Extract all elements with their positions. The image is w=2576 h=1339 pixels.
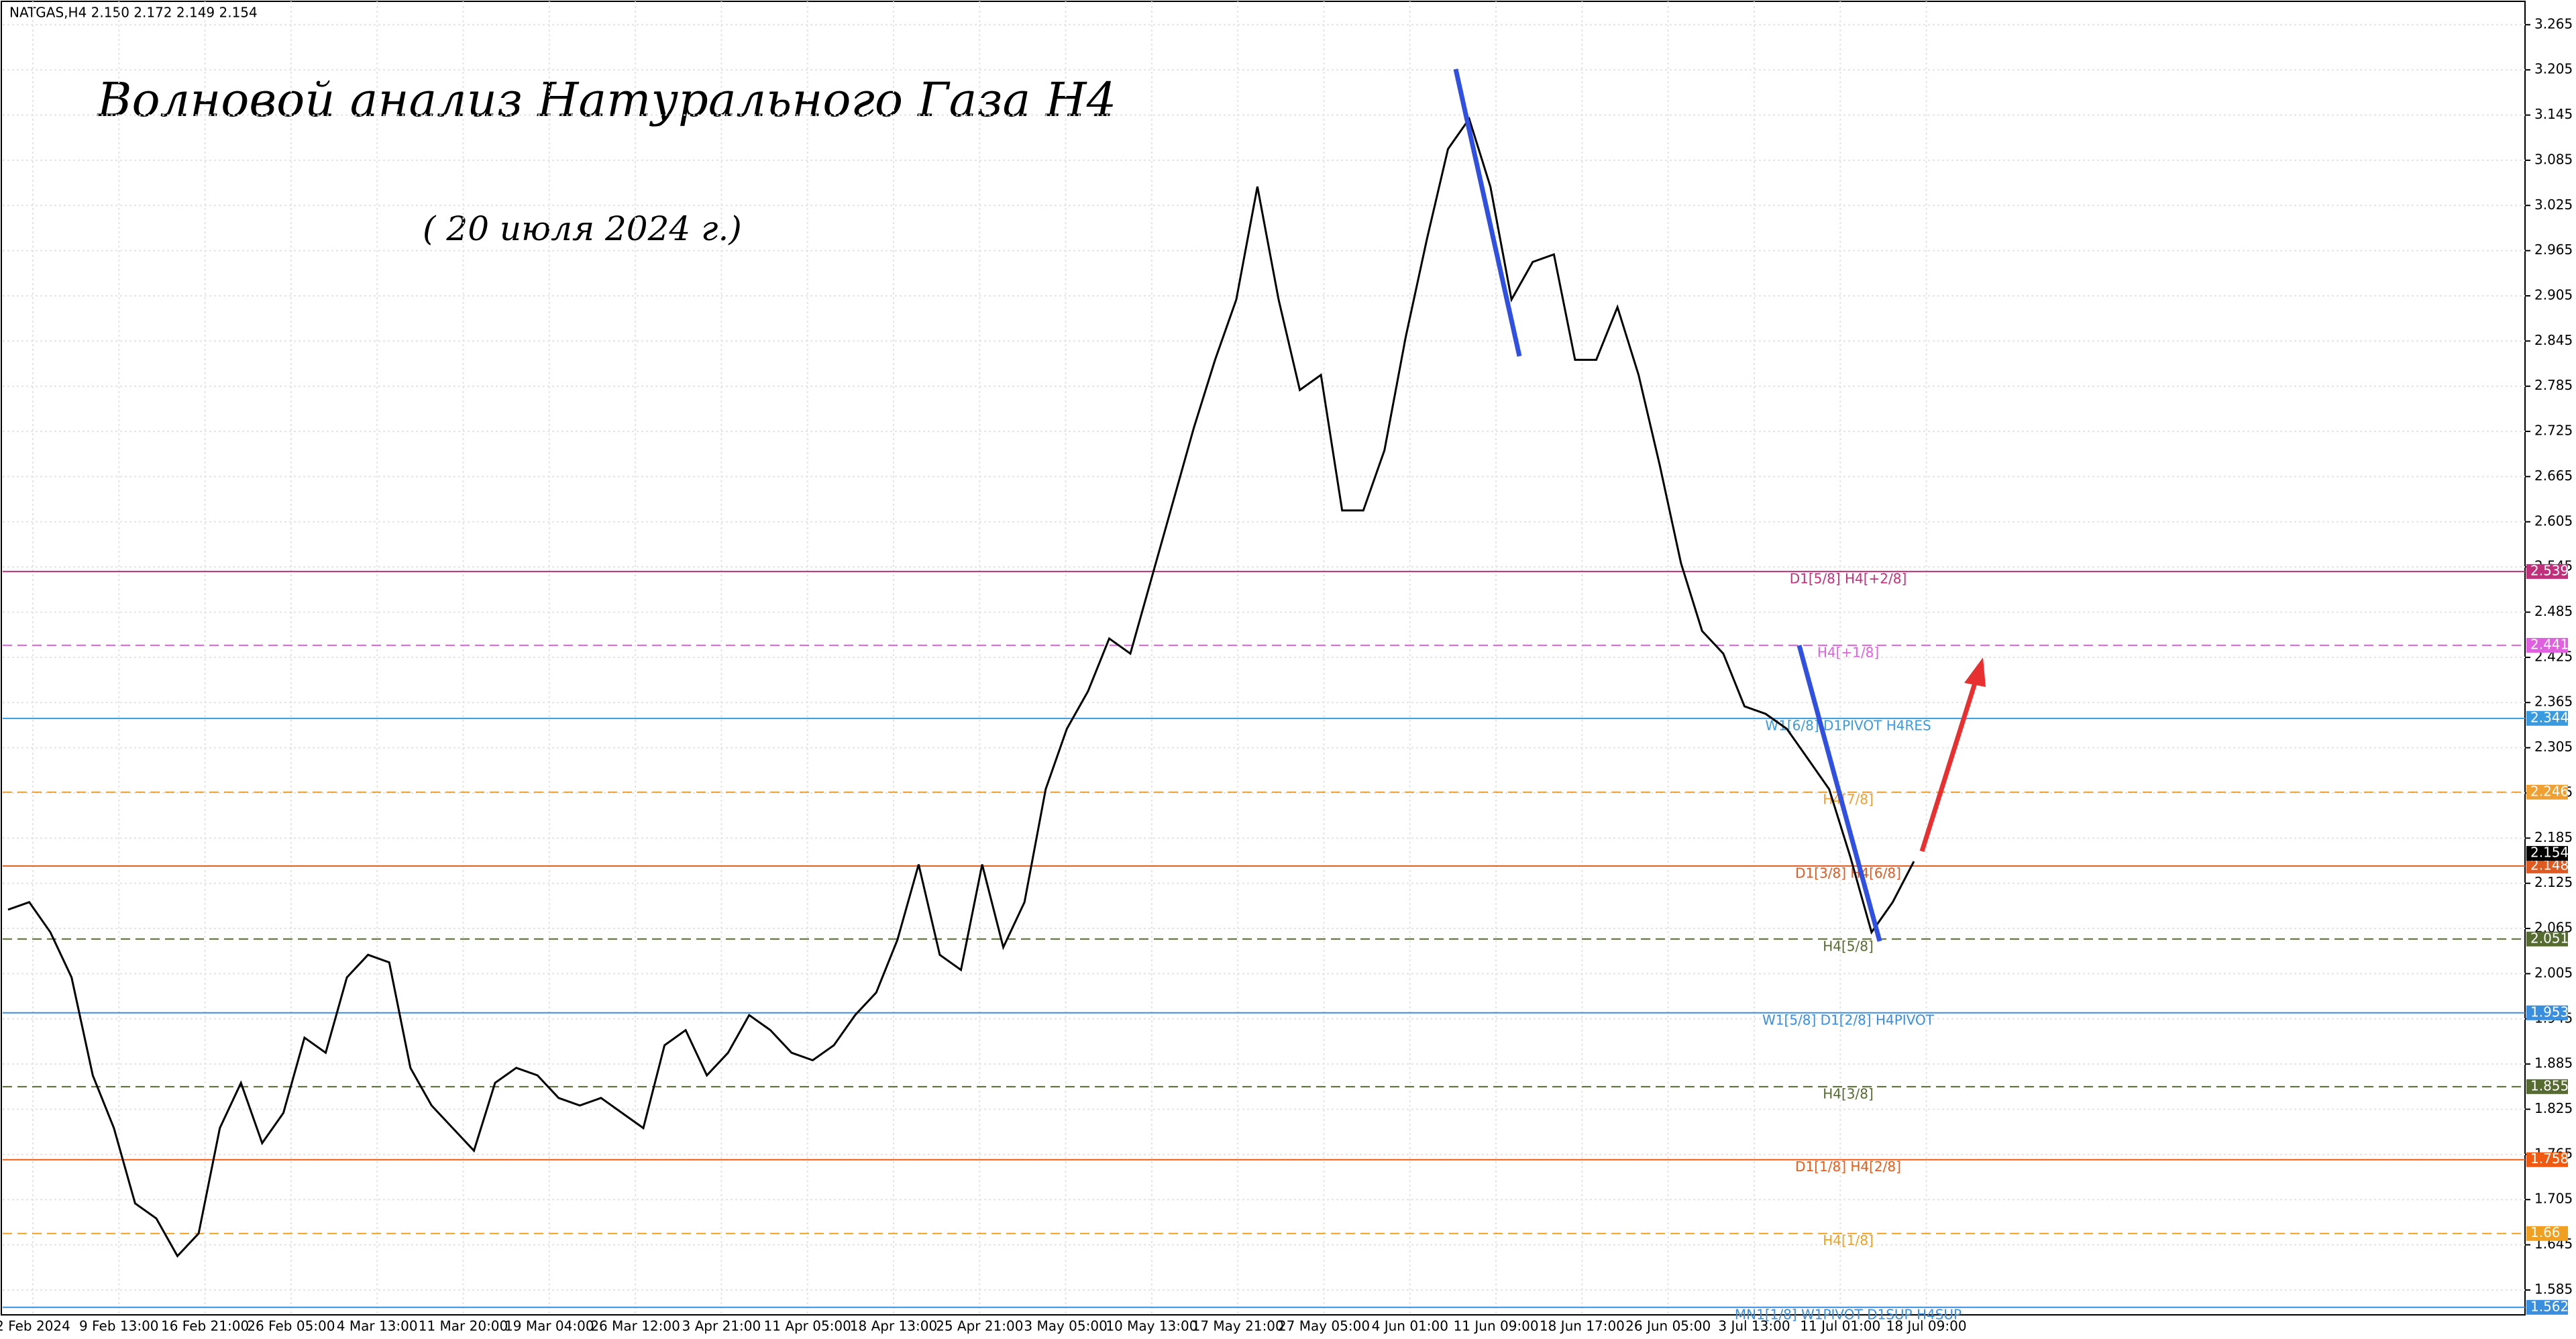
level-label: D1[5/8] H4[+2/8]	[1790, 570, 1907, 586]
level-label: W1[5/8] D1[2/8] H4PIVOT	[1762, 1012, 1935, 1028]
price-tag-label: 2.246	[2530, 783, 2569, 799]
price-tag	[2526, 1152, 2568, 1167]
last-price-tag	[2526, 846, 2568, 861]
price-tag-label: 2.539	[2530, 562, 2569, 578]
level-label: MN1[1/8] W1PIVOT D1SUP H4SUP	[1735, 1306, 1962, 1322]
plot	[7, 116, 1915, 1258]
x-tick-label: 2 Feb 2024	[0, 1318, 70, 1334]
x-tick-label: 3 Jul 13:00	[1718, 1318, 1790, 1334]
y-tick-label: 3.205	[2534, 61, 2573, 77]
y-tick-label: 1.705	[2534, 1191, 2573, 1207]
y-tick-label: 2.665	[2534, 468, 2573, 484]
plot-frame	[1, 1, 2526, 1316]
price-tag	[2526, 710, 2568, 726]
y-tick-label: 1.825	[2534, 1100, 2573, 1116]
x-tick-label: 11 Mar 20:00	[419, 1318, 508, 1334]
level-label: H4[+1/8]	[1817, 644, 1879, 660]
last-price-label: 2.154	[2530, 845, 2569, 861]
price-line	[7, 116, 1915, 1258]
price-tag-label: 2.051	[2530, 930, 2569, 946]
y-tick-label: 2.365	[2534, 694, 2573, 710]
x-tick-label: 4 Jun 01:00	[1372, 1318, 1448, 1334]
price-tag-label: 1.855	[2530, 1077, 2569, 1093]
price-tag	[2526, 931, 2568, 947]
x-tick-label: 18 Jun 17:00	[1540, 1318, 1625, 1334]
x-tick-label: 16 Feb 21:00	[161, 1318, 249, 1334]
price-tag	[2526, 858, 2568, 873]
y-tick-label: 2.785	[2534, 377, 2573, 393]
level-label: D1[3/8] H4[6/8]	[1795, 865, 1901, 881]
y-tick-label: 3.265	[2534, 15, 2573, 32]
x-tick-label: 10 May 13:00	[1106, 1318, 1197, 1334]
x-tick-label: 11 Jun 09:00	[1454, 1318, 1539, 1334]
price-tag	[2526, 1299, 2568, 1315]
y-tick-label: 3.145	[2534, 106, 2573, 122]
price-tag	[2526, 1005, 2568, 1020]
wave-line	[1796, 645, 1882, 942]
arrow-head	[1964, 657, 1986, 687]
level-label: D1[1/8] H4[2/8]	[1795, 1159, 1901, 1175]
y-tick-label: 2.965	[2534, 242, 2573, 258]
x-tick-label: 27 May 05:00	[1278, 1318, 1370, 1334]
level-label: H4[3/8]	[1823, 1085, 1874, 1102]
price-tag-label: 2.441	[2530, 636, 2569, 652]
x-tick-label: 3 Apr 21:00	[682, 1318, 761, 1334]
price-tag	[2526, 1079, 2568, 1094]
price-tag-label: 1.66	[2530, 1224, 2561, 1240]
x-tick-label: 26 Feb 05:00	[247, 1318, 335, 1334]
x-tick-label: 18 Jul 09:00	[1886, 1318, 1967, 1334]
y-tick-label: 2.125	[2534, 874, 2573, 890]
y-tick-label: 3.085	[2534, 151, 2573, 167]
y-tick-label: 1.885	[2534, 1055, 2573, 1071]
x-tick-label: 3 May 05:00	[1024, 1318, 1107, 1334]
x-tick-label: 11 Jul 01:00	[1800, 1318, 1880, 1334]
axis: 3.265 3.205 3.145 3.085 3.025 2.965 2.905 2.845…	[0, 15, 2573, 1334]
price-tag-label: 1.562	[2530, 1298, 2569, 1314]
price-tag	[2526, 784, 2568, 800]
x-tick-label: 18 Apr 13:00	[850, 1318, 937, 1334]
y-tick-label: 2.005	[2534, 965, 2573, 981]
price-tag	[2526, 1226, 2568, 1241]
chart-subtitle: ( 20 июля 2024 г.)	[423, 209, 742, 248]
x-tick-label: 4 Mar 13:00	[337, 1318, 418, 1334]
y-tick-label: 3.025	[2534, 197, 2573, 213]
levels: D1[5/8] H4[+2/8] H4[+1/8] W1[6/8] D1PIVOT …	[3, 570, 2525, 1322]
wave-line	[1453, 68, 1522, 357]
x-tick-label: 26 Mar 12:00	[590, 1318, 680, 1334]
price-tag	[2526, 637, 2568, 653]
y-tick-label: 2.905	[2534, 286, 2573, 303]
level-label: W1[6/8] D1PIVOT H4RES	[1765, 717, 1931, 733]
chart-title: Волновой анализ Натурального Газа H4	[96, 72, 1116, 127]
x-tick-label: 26 Jun 05:00	[1625, 1318, 1711, 1334]
x-tick-label: 19 Mar 04:00	[504, 1318, 594, 1334]
x-tick-label: 11 Apr 05:00	[763, 1318, 851, 1334]
y-tick-label: 2.485	[2534, 603, 2573, 619]
x-tick-label: 9 Feb 13:00	[79, 1318, 159, 1334]
header: NATGAS,H4 2.150 2.172 2.149 2.154	[9, 5, 258, 21]
price-tag-label: 2.344	[2530, 709, 2569, 725]
y-tick-label: 2.305	[2534, 739, 2573, 755]
y-tick-label: 2.185	[2534, 829, 2573, 845]
price-tag-label: 1.758	[2530, 1150, 2569, 1167]
x-tick-label: 25 Apr 21:00	[936, 1318, 1023, 1334]
price-tag-label: 1.953	[2530, 1004, 2569, 1020]
price-tag	[2526, 564, 2568, 579]
x-tick-label: 17 May 21:00	[1192, 1318, 1284, 1334]
level-label: H4[5/8]	[1823, 938, 1874, 954]
level-label: H4[1/8]	[1823, 1232, 1874, 1248]
y-tick-label: 2.725	[2534, 423, 2573, 439]
grid	[3, 1, 2525, 1315]
y-tick-label: 2.845	[2534, 332, 2573, 348]
forecast-arrow	[1919, 680, 1978, 853]
y-tick-label: 2.605	[2534, 513, 2573, 529]
y-tick-label: 1.585	[2534, 1281, 2573, 1297]
